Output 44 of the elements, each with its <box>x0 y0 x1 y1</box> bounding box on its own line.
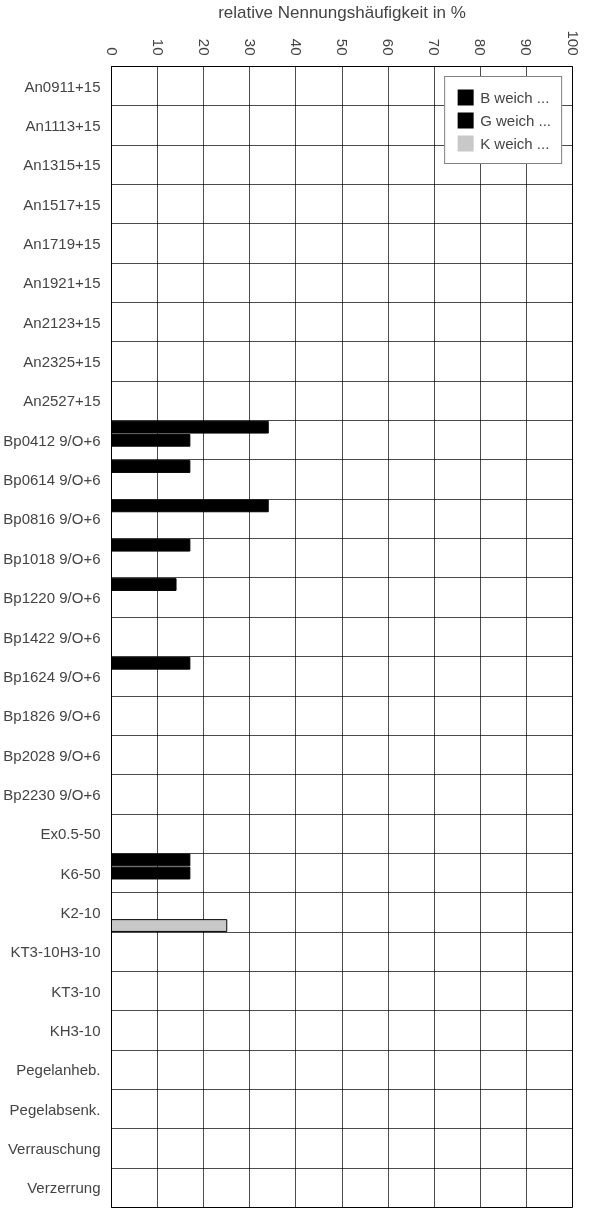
x-tick-label: 100 <box>564 30 582 56</box>
y-tick-label: Pegelabsenk. <box>9 1100 101 1118</box>
y-tick-label: KH3-10 <box>49 1021 101 1039</box>
y-tick-label: An2527+15 <box>23 392 101 410</box>
y-tick-label: Bp1018 9/O+6 <box>3 549 101 567</box>
y-tick-label: Bp1220 9/O+6 <box>3 589 101 607</box>
y-tick-label: An1517+15 <box>23 195 101 213</box>
y-tick-label: Verrauschung <box>7 1139 101 1157</box>
y-tick-label: Bp1624 9/O+6 <box>3 667 101 685</box>
y-tick-label: Ex0.5-50 <box>40 825 101 843</box>
legend-label: K weich ... <box>480 134 550 152</box>
y-tick-label: K2-10 <box>60 903 101 921</box>
x-tick-label: 50 <box>334 38 351 56</box>
y-tick-label: Pegelanheb. <box>16 1061 101 1079</box>
y-tick-label: An1315+15 <box>23 156 101 174</box>
x-tick-label: 40 <box>287 38 305 56</box>
y-tick-label: Bp0816 9/O+6 <box>3 510 101 528</box>
x-tick-label: 10 <box>149 38 167 56</box>
x-tick-label: 20 <box>195 38 213 56</box>
y-tick-label: Bp1826 9/O+6 <box>3 707 101 725</box>
legend-label: B weich ... <box>480 88 550 106</box>
y-tick-label: Verzerrung <box>27 1179 101 1197</box>
y-tick-label: KT3-10H3-10 <box>10 943 101 961</box>
y-tick-label: K6-50 <box>60 864 101 882</box>
x-tick-label: 30 <box>241 38 259 56</box>
y-tick-label: Bp2028 9/O+6 <box>3 746 101 764</box>
x-tick-label: 0 <box>103 47 121 56</box>
y-tick-label: Bp2230 9/O+6 <box>3 785 101 803</box>
y-tick-label: An1113+15 <box>25 117 101 135</box>
legend-label: G weich ... <box>480 111 551 129</box>
y-tick-label: Bp1422 9/O+6 <box>3 628 101 646</box>
y-tick-label: An1921+15 <box>23 274 101 292</box>
x-tick-label: 80 <box>472 38 490 56</box>
x-tick-label: 60 <box>380 38 398 56</box>
y-tick-label: Bp0412 9/O+6 <box>3 431 101 449</box>
y-tick-label: KT3-10 <box>51 982 101 1000</box>
y-tick-label: An1719+15 <box>23 235 101 253</box>
x-tick-label: 90 <box>518 38 536 56</box>
x-axis-title: relative Nennungshäufigkeit in % <box>218 3 466 23</box>
y-tick-label: An2123+15 <box>23 313 101 331</box>
x-tick-label: 70 <box>426 38 444 56</box>
y-tick-label: An0911+15 <box>24 77 101 95</box>
y-tick-label: Bp0614 9/O+6 <box>3 471 101 489</box>
y-tick-label: An2325+15 <box>23 353 101 371</box>
